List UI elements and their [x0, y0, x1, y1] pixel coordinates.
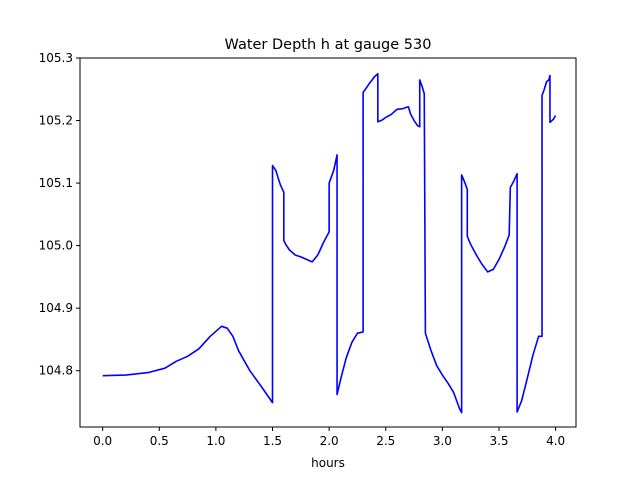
- x-axis-ticks: 0.0 0.5 1.0 1.5 2.0 2.5 3.0 3.5 4.0: [93, 427, 565, 448]
- chart-title: Water Depth h at gauge 530: [225, 37, 432, 53]
- y-axis-ticks: 104.8 104.9 105.0 105.1 105.2 105.3: [39, 51, 80, 378]
- x-tick-label: 3.5: [489, 434, 508, 448]
- y-tick-label: 104.9: [39, 301, 73, 315]
- series-line: [102, 72, 557, 414]
- x-axis-label: hours: [311, 456, 345, 470]
- x-tick-label: 4.0: [546, 434, 565, 448]
- x-tick-label: 2.5: [376, 434, 395, 448]
- x-tick-label: 1.0: [206, 434, 225, 448]
- plot-area: [102, 72, 557, 414]
- y-tick-label: 105.2: [39, 114, 73, 128]
- x-tick-label: 0.5: [150, 434, 169, 448]
- x-tick-label: 1.5: [263, 434, 282, 448]
- y-tick-label: 105.0: [39, 239, 73, 253]
- y-tick-label: 105.1: [39, 176, 73, 190]
- x-tick-label: 2.0: [320, 434, 339, 448]
- axes-frame: [79, 57, 577, 428]
- x-tick-label: 0.0: [93, 434, 112, 448]
- y-tick-label: 105.3: [39, 51, 73, 65]
- x-tick-label: 3.0: [433, 434, 452, 448]
- y-tick-label: 104.8: [39, 364, 73, 378]
